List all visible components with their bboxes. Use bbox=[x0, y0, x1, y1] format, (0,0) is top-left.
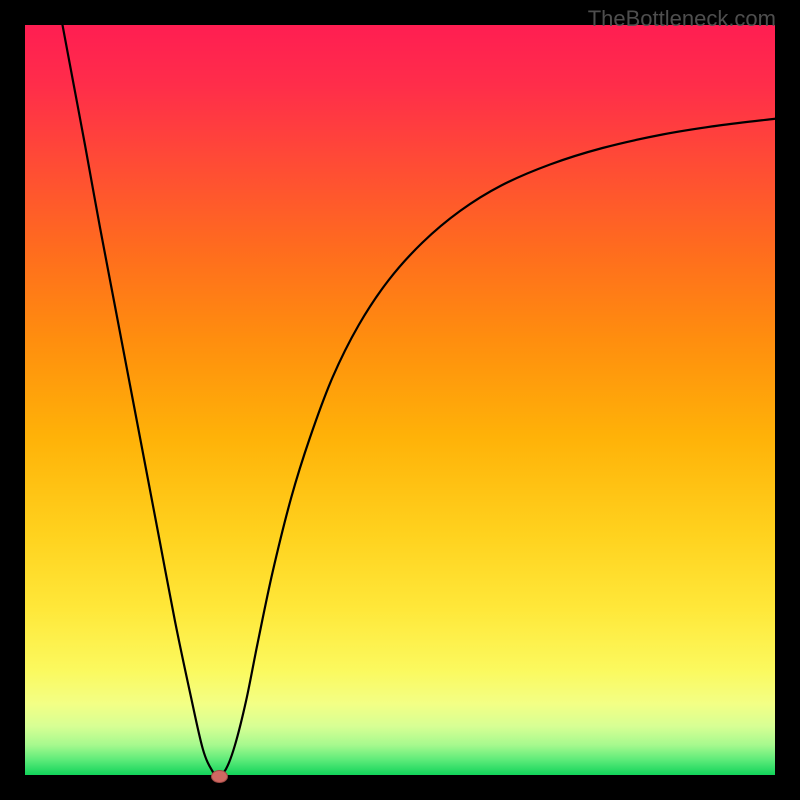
minimum-marker bbox=[211, 770, 228, 783]
bottleneck-curve bbox=[63, 25, 776, 775]
curve-layer bbox=[25, 25, 775, 775]
plot-area bbox=[25, 25, 775, 775]
chart-canvas: TheBottleneck.com bbox=[0, 0, 800, 800]
watermark-text: TheBottleneck.com bbox=[588, 6, 776, 32]
